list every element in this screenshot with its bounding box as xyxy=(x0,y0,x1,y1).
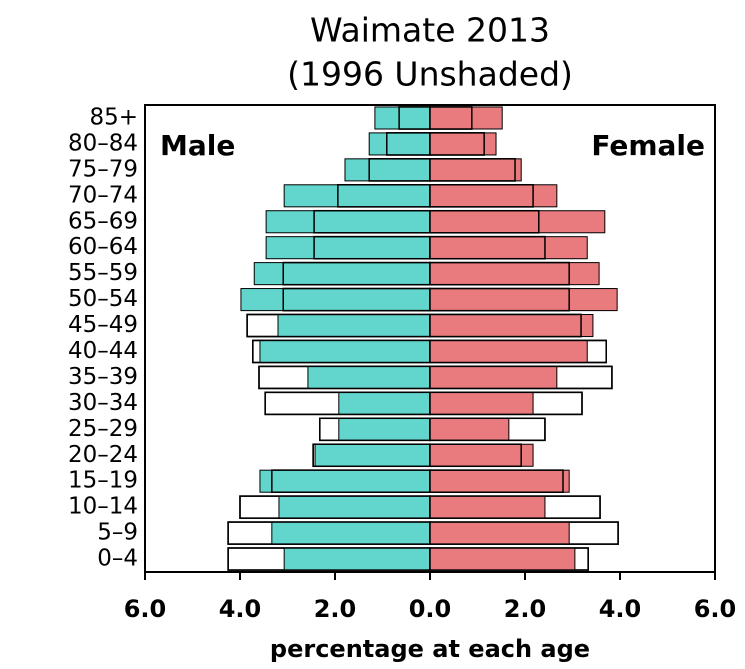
bar-2013 xyxy=(429,339,588,363)
bar-2013 xyxy=(265,210,431,234)
x-tick-label: 2.0 xyxy=(314,595,357,623)
bar-2013 xyxy=(429,210,606,234)
bar-2013 xyxy=(277,314,431,338)
y-tick-label: 25–29 xyxy=(68,416,138,442)
bar-1996-outline xyxy=(429,339,607,364)
legend-male: Male xyxy=(160,129,235,162)
y-tick-label: 15–19 xyxy=(68,468,138,494)
bar-2013 xyxy=(265,236,431,260)
y-tick-label: 30–34 xyxy=(68,390,138,416)
y-tick-label: 20–24 xyxy=(68,442,138,468)
bar-2013 xyxy=(429,158,522,182)
x-tick-label: 4.0 xyxy=(599,595,642,623)
x-tick-label: 6.0 xyxy=(694,595,737,623)
bar-2013 xyxy=(259,469,431,493)
bar-2013 xyxy=(429,262,600,286)
y-tick-label: 60–64 xyxy=(68,234,138,260)
bar-2013 xyxy=(429,391,534,415)
bar-2013 xyxy=(253,262,431,286)
bar-1996-outline xyxy=(429,235,546,260)
bar-2013 xyxy=(429,236,588,260)
y-tick-label: 45–49 xyxy=(68,312,138,338)
chart-title: Waimate 2013 xyxy=(310,11,550,50)
y-tick-label: 10–14 xyxy=(68,494,138,520)
bar-1996-outline xyxy=(429,365,613,390)
bar-2013 xyxy=(374,106,431,130)
bar-2013 xyxy=(429,443,534,467)
bar-2013 xyxy=(283,547,431,571)
bar-1996-outline xyxy=(429,495,601,519)
y-tick-label: 5–9 xyxy=(97,520,138,546)
bar-1996-outline xyxy=(429,106,473,130)
bar-1996-outline xyxy=(429,313,582,338)
bar-1996-outline xyxy=(429,184,534,208)
y-tick-label: 65–69 xyxy=(68,208,138,234)
y-tick-label: 55–59 xyxy=(68,260,138,286)
bar-1996-outline xyxy=(429,391,583,416)
y-tick-label: 70–74 xyxy=(68,182,138,208)
y-tick-label: 35–39 xyxy=(68,364,138,390)
bar-2013 xyxy=(429,184,558,208)
bar-2013 xyxy=(429,547,576,571)
bar-2013 xyxy=(278,495,431,519)
bar-2013 xyxy=(307,365,431,389)
y-tick-label: 75–79 xyxy=(68,156,138,182)
bar-2013 xyxy=(429,132,497,156)
bar-2013 xyxy=(338,391,431,415)
bar-2013 xyxy=(429,417,510,441)
bar-2013 xyxy=(271,521,431,545)
bar-2013 xyxy=(429,495,546,519)
bar-1996-outline xyxy=(429,547,589,571)
bar-1996-outline xyxy=(429,443,522,468)
bar-1996-outline xyxy=(429,209,540,234)
bar-2013 xyxy=(368,132,431,156)
bar-2013 xyxy=(429,521,570,545)
y-tick-label: 0–4 xyxy=(97,546,138,572)
x-tick-label: 4.0 xyxy=(219,595,262,623)
bar-2013 xyxy=(429,106,503,130)
y-tick-label: 40–44 xyxy=(68,338,138,364)
bar-1996-outline xyxy=(429,287,570,312)
bar-2013 xyxy=(283,184,431,208)
bar-1996-outline xyxy=(429,261,570,286)
bar-2013 xyxy=(240,288,431,312)
bar-2013 xyxy=(429,469,570,493)
bar-2013 xyxy=(259,339,431,363)
y-tick-label: 50–54 xyxy=(68,286,138,312)
y-tick-label: 85+ xyxy=(89,104,138,130)
x-tick-label: 6.0 xyxy=(124,595,167,623)
bar-1996-outline xyxy=(429,469,564,493)
bar-2013 xyxy=(429,365,558,389)
bar-2013 xyxy=(338,417,431,441)
bar-2013 xyxy=(429,314,594,338)
bar-1996-outline xyxy=(429,132,485,156)
x-tick-label: 0.0 xyxy=(409,595,452,623)
bar-2013 xyxy=(429,288,618,312)
bar-2013 xyxy=(314,443,431,467)
bar-1996-outline xyxy=(429,521,619,545)
x-tick-label: 2.0 xyxy=(504,595,547,623)
x-axis-label: percentage at each age xyxy=(270,635,590,663)
bar-1996-outline xyxy=(429,158,516,182)
chart-subtitle: (1996 Unshaded) xyxy=(287,55,573,94)
legend-female: Female xyxy=(591,129,705,162)
bar-2013 xyxy=(344,158,431,182)
bar-1996-outline xyxy=(429,417,546,442)
y-tick-label: 80–84 xyxy=(68,130,138,156)
